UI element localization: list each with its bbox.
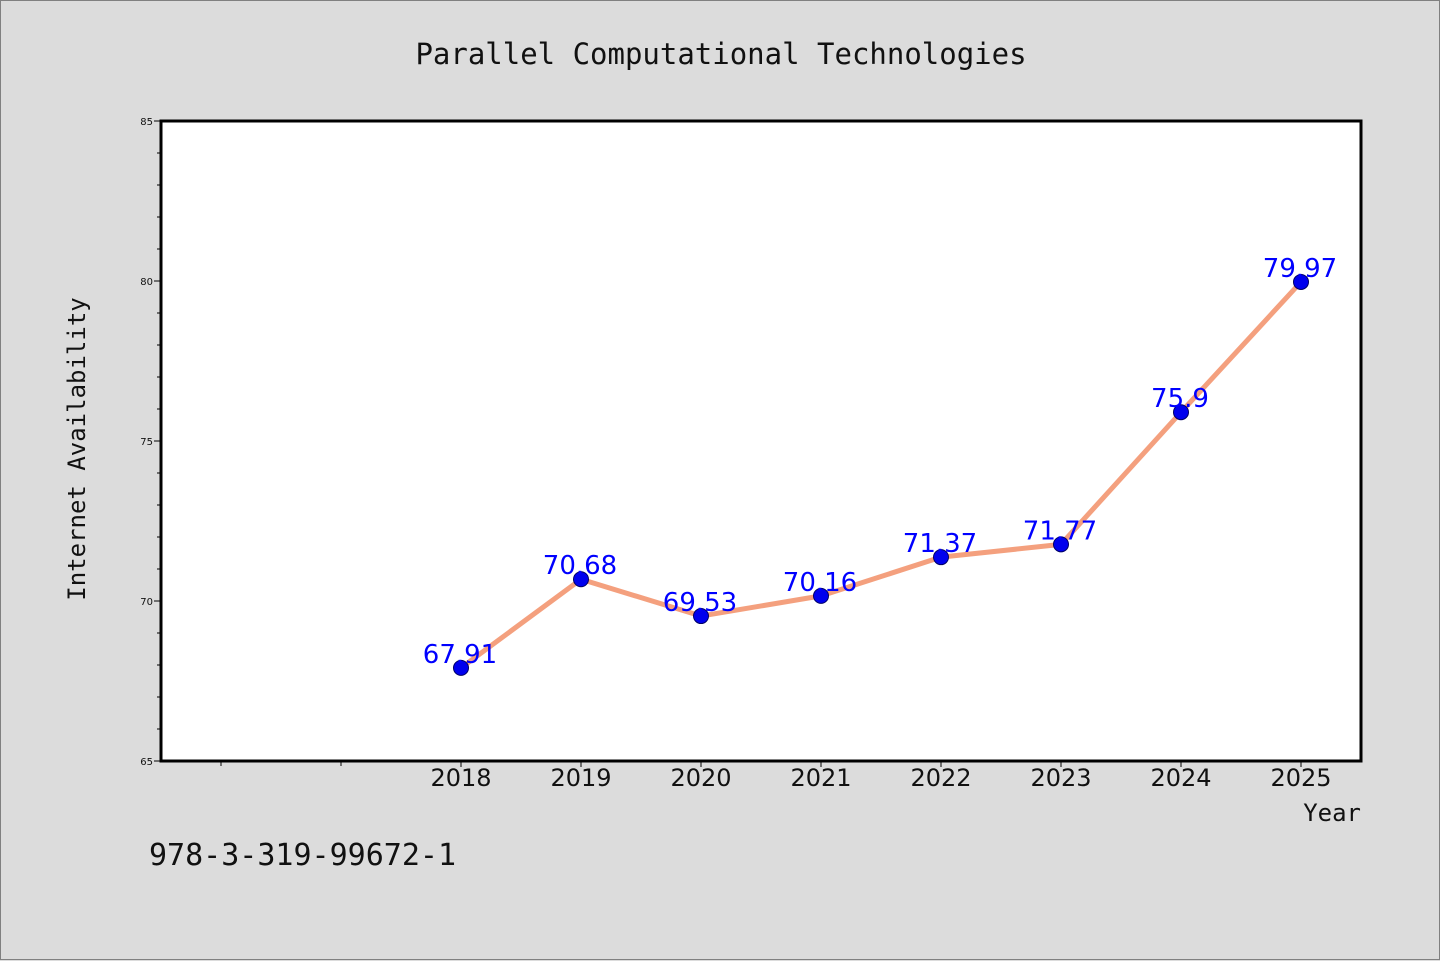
data-point-2025	[1293, 273, 1309, 290]
data-point-2022	[933, 549, 949, 566]
y-tick-label: 85	[140, 117, 153, 128]
data-label-2018: 67.91	[423, 640, 497, 670]
x-tick-label: 2018	[430, 764, 491, 792]
x-tick-label: 2023	[1030, 764, 1091, 792]
x-axis: 2018 2019 2020 2021 2022 2023 2024 2025	[220, 761, 1332, 792]
x-axis-title: Year	[1303, 799, 1361, 827]
x-tick-label: 2019	[550, 764, 611, 792]
series-line	[458, 279, 1304, 671]
data-point-2024	[1173, 404, 1189, 421]
series-layer	[453, 273, 1309, 676]
data-point-2018	[453, 659, 469, 676]
data-point-2019	[573, 571, 589, 588]
y-tick-label: 75	[140, 437, 153, 448]
y-axis: 65 70 75 80 85	[140, 117, 161, 768]
data-point-2021	[813, 587, 829, 604]
plot-area	[159, 119, 1363, 763]
x-tick-label: 2024	[1150, 764, 1211, 792]
x-tick-label: 2025	[1270, 764, 1331, 792]
chart-title: Parallel Computational Technologies	[415, 37, 1026, 71]
x-tick-label: 2020	[670, 764, 731, 792]
y-tick-label: 65	[140, 757, 153, 768]
data-label-2023: 71.77	[1023, 516, 1097, 546]
data-label-2021: 70.16	[783, 568, 857, 598]
data-label-2025: 79.97	[1263, 254, 1337, 284]
x-tick-label: 2021	[790, 764, 851, 792]
data-label-2019: 70.68	[543, 551, 617, 581]
data-label-2024: 75.9	[1151, 384, 1209, 414]
data-point-2020	[693, 608, 709, 625]
y-axis-title: Internet Availability	[63, 297, 91, 600]
isbn-footer: 978-3-319-99672-1	[149, 838, 456, 873]
x-tick-label: 2022	[910, 764, 971, 792]
data-label-2022: 71.37	[903, 529, 977, 559]
y-tick-label: 80	[140, 277, 153, 288]
y-tick-label: 70	[140, 597, 153, 608]
data-label-layer: 67.91 70.68 69.53 70.16 71.37 71.77 75.9 79.97	[423, 254, 1337, 670]
data-label-2020: 69.53	[663, 588, 737, 618]
data-point-2023	[1053, 536, 1069, 553]
